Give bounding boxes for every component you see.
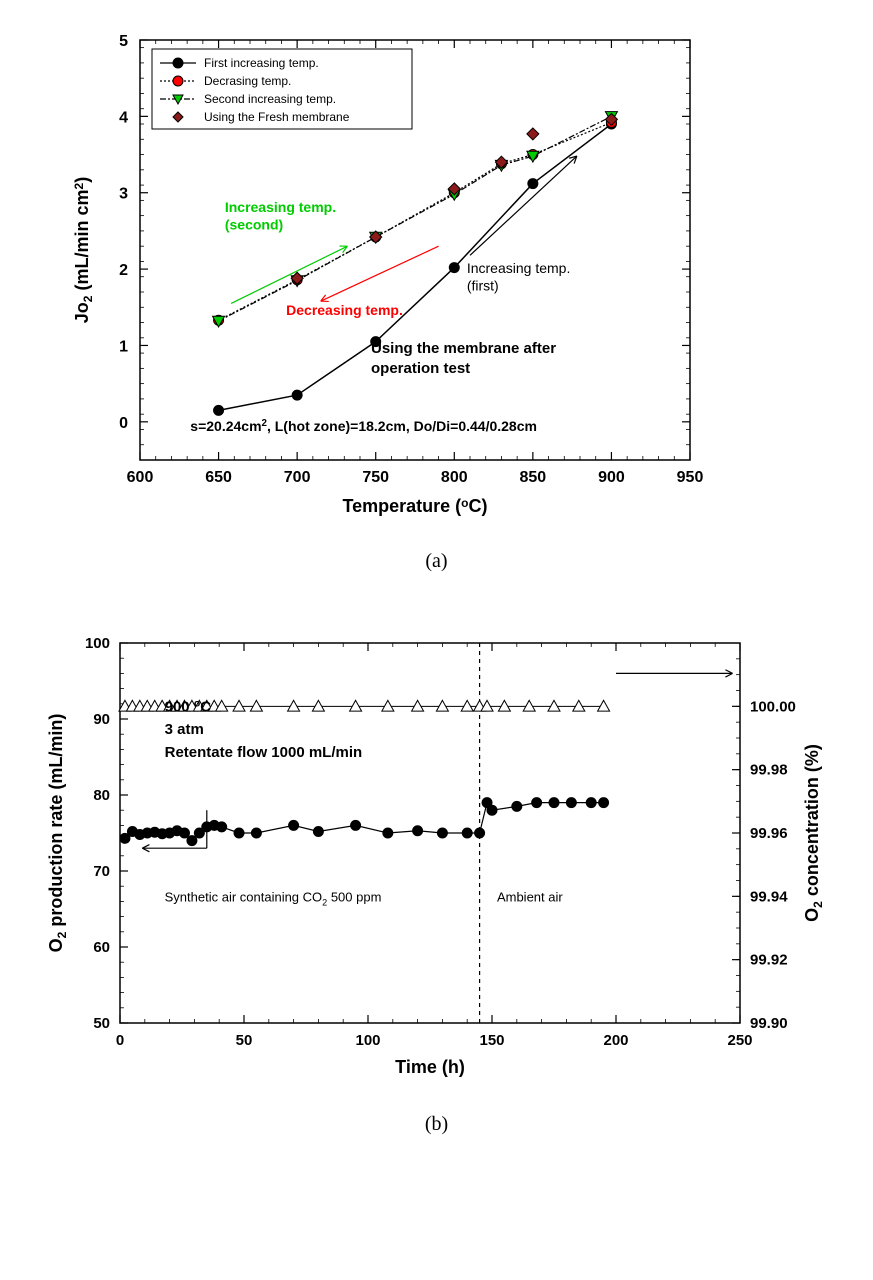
- chart-a-caption: (a): [20, 550, 853, 573]
- svg-text:3 atm: 3 atm: [165, 721, 204, 738]
- svg-text:0: 0: [119, 415, 128, 432]
- svg-text:99.94: 99.94: [750, 888, 788, 905]
- svg-text:50: 50: [236, 1032, 253, 1049]
- svg-text:Using the Fresh membrane: Using the Fresh membrane: [204, 110, 350, 124]
- svg-text:80: 80: [93, 787, 110, 804]
- svg-text:150: 150: [479, 1032, 504, 1049]
- svg-text:Decreasing temp.: Decreasing temp.: [286, 302, 403, 318]
- svg-text:(first): (first): [467, 277, 499, 293]
- svg-text:(second): (second): [225, 216, 283, 232]
- svg-text:Decrasing temp.: Decrasing temp.: [204, 74, 291, 88]
- svg-text:Temperature (oC): Temperature (oC): [342, 496, 487, 516]
- svg-text:Ambient air: Ambient air: [497, 889, 563, 904]
- svg-text:99.96: 99.96: [750, 825, 788, 842]
- svg-text:Jo2 (mL/min cm2): Jo2 (mL/min cm2): [72, 177, 95, 323]
- svg-text:4: 4: [119, 109, 128, 126]
- svg-text:3: 3: [119, 186, 128, 203]
- svg-text:Second increasing temp.: Second increasing temp.: [204, 92, 336, 106]
- svg-text:800: 800: [441, 469, 468, 486]
- svg-text:100: 100: [355, 1032, 380, 1049]
- svg-text:700: 700: [284, 469, 311, 486]
- svg-text:900 oC: 900 oC: [165, 697, 212, 715]
- svg-text:s=20.24cm2, L(hot zone)=18.2cm: s=20.24cm2, L(hot zone)=18.2cm, Do/Di=0.…: [190, 418, 537, 434]
- svg-text:99.92: 99.92: [750, 952, 788, 969]
- svg-text:600: 600: [127, 469, 154, 486]
- svg-text:First increasing temp.: First increasing temp.: [204, 56, 319, 70]
- svg-text:Retentate flow 1000 mL/min: Retentate flow 1000 mL/min: [165, 744, 363, 761]
- svg-text:Increasing temp.: Increasing temp.: [225, 199, 336, 215]
- svg-text:5: 5: [119, 33, 128, 50]
- svg-text:900: 900: [598, 469, 625, 486]
- svg-text:50: 50: [93, 1015, 110, 1032]
- svg-text:850: 850: [520, 469, 547, 486]
- svg-text:99.90: 99.90: [750, 1015, 788, 1032]
- svg-text:Time (h): Time (h): [395, 1057, 465, 1077]
- svg-text:Using the membrane after: Using the membrane after: [371, 340, 556, 357]
- chart-b-svg: 0 50 100 150 200 250 50 60 70 80 90 100 99.90 99.92 99…: [20, 623, 840, 1103]
- svg-text:2: 2: [119, 262, 128, 279]
- svg-text:Increasing temp.: Increasing temp.: [467, 260, 571, 276]
- chart-a-container: 600 650 700 750 800 850 900 950 0 1 2 3 4 5 Temperatur…: [20, 20, 853, 573]
- svg-text:99.98: 99.98: [750, 762, 788, 779]
- svg-text:650: 650: [205, 469, 232, 486]
- svg-text:250: 250: [727, 1032, 752, 1049]
- chart-a-svg: 600 650 700 750 800 850 900 950 0 1 2 3 4 5 Temperatur…: [20, 20, 720, 540]
- svg-text:O2 concentration (%): O2 concentration (%): [802, 744, 825, 922]
- svg-text:Synthetic air containing CO2 5: Synthetic air containing CO2 500 ppm: [165, 889, 382, 907]
- svg-text:0: 0: [116, 1032, 124, 1049]
- svg-text:200: 200: [603, 1032, 628, 1049]
- svg-text:O2 production rate (mL/min): O2 production rate (mL/min): [46, 714, 69, 953]
- svg-text:950: 950: [677, 469, 704, 486]
- chart-b-caption: (b): [20, 1113, 853, 1136]
- svg-text:operation test: operation test: [371, 360, 470, 377]
- svg-text:750: 750: [362, 469, 389, 486]
- svg-text:100: 100: [85, 635, 110, 652]
- svg-text:70: 70: [93, 863, 110, 880]
- svg-text:60: 60: [93, 939, 110, 956]
- svg-text:1: 1: [119, 338, 128, 355]
- chart-b-container: 0 50 100 150 200 250 50 60 70 80 90 100 99.90 99.92 99…: [20, 623, 853, 1136]
- svg-text:90: 90: [93, 711, 110, 728]
- svg-text:100.00: 100.00: [750, 698, 796, 715]
